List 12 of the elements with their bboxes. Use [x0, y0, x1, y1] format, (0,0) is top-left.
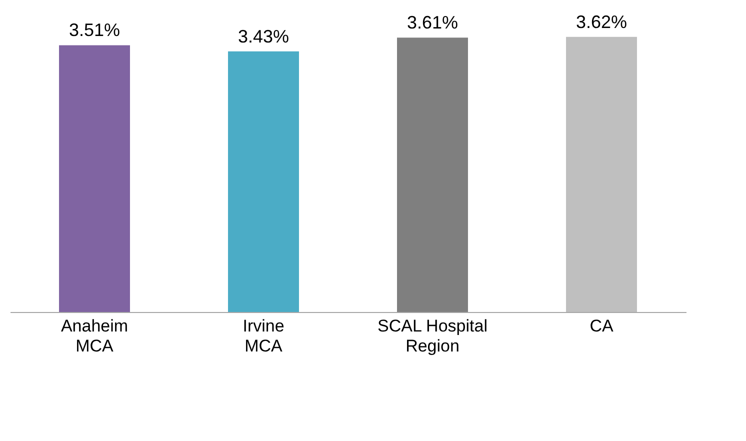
bar: [59, 45, 130, 312]
data-label: 3.43%: [238, 26, 290, 46]
data-label: 3.51%: [68, 20, 120, 40]
bar: [228, 51, 299, 312]
data-label: 3.62%: [576, 12, 628, 32]
x-tick-label: Anaheim MCA: [60, 316, 128, 356]
x-tick-label: SCAL Hospital Region: [378, 316, 488, 356]
bar: [397, 38, 468, 312]
x-tick-label: Irvine MCA: [242, 316, 284, 356]
bar: [566, 36, 637, 312]
data-label: 3.61%: [406, 12, 458, 33]
x-tick-label: CA: [590, 316, 614, 336]
